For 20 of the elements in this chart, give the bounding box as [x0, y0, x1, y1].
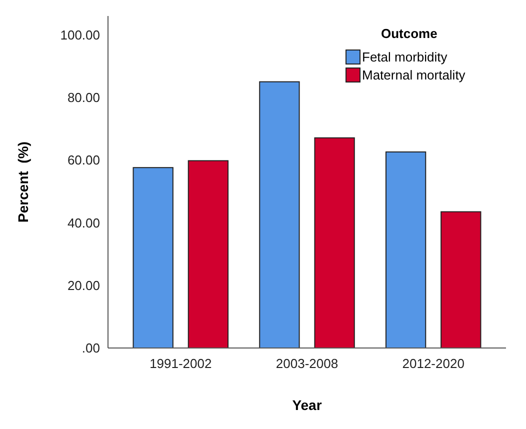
y-axis-title: Percent (%)	[15, 142, 31, 222]
bar	[132, 167, 174, 348]
legend-label: Maternal mortality	[362, 68, 466, 83]
y-tick-label: 20.00	[67, 278, 100, 293]
x-tick-label: 2012-2020	[402, 356, 464, 371]
y-tick-label: 60.00	[67, 152, 100, 168]
legend-label: Fetal morbidity	[362, 50, 448, 65]
y-tick-label: 40.00	[67, 215, 100, 230]
x-tick-label: 1991-2002	[150, 356, 212, 371]
y-tick-label: 80.00	[67, 90, 100, 105]
y-tick-label: 100.00	[60, 27, 100, 42]
bar	[314, 137, 355, 348]
y-tick-label: .00	[82, 340, 100, 356]
bar	[385, 151, 426, 348]
x-axis-title: Year	[292, 397, 322, 413]
legend-title: Outcome	[381, 26, 438, 41]
bar	[440, 211, 482, 348]
x-tick-label: 2003-2008	[276, 356, 338, 371]
bar	[259, 81, 300, 348]
bar	[188, 160, 229, 348]
